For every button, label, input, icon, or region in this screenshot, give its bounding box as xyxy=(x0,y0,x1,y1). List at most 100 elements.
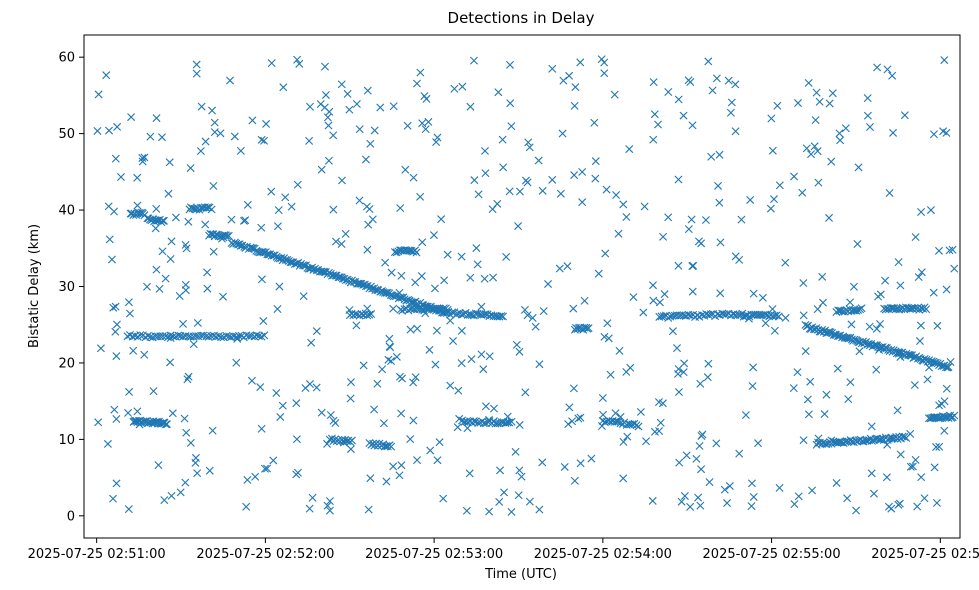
data-point xyxy=(673,344,681,353)
data-point xyxy=(402,296,411,305)
data-point xyxy=(435,438,444,447)
data-point xyxy=(675,458,684,467)
data-point xyxy=(695,441,704,450)
data-point xyxy=(480,274,489,283)
data-point xyxy=(477,302,486,311)
data-point xyxy=(836,136,845,145)
data-point xyxy=(257,332,266,341)
data-point xyxy=(363,245,372,254)
data-point xyxy=(770,326,779,335)
data-point xyxy=(152,216,161,225)
data-point xyxy=(822,390,831,399)
data-point xyxy=(413,324,422,333)
data-point xyxy=(366,139,375,148)
data-point xyxy=(515,187,524,196)
x-axis-label: Time (UTC) xyxy=(484,567,557,582)
data-point xyxy=(174,331,183,340)
data-point xyxy=(506,60,514,69)
data-point xyxy=(446,381,455,390)
data-point xyxy=(485,352,494,361)
data-point xyxy=(803,395,812,404)
data-point xyxy=(175,292,184,300)
data-point xyxy=(802,144,811,153)
data-point xyxy=(813,305,822,314)
data-point xyxy=(443,250,452,259)
data-point xyxy=(242,502,251,511)
data-point xyxy=(176,488,185,497)
data-point xyxy=(158,216,167,225)
data-point xyxy=(432,138,441,147)
data-point xyxy=(723,499,732,508)
data-point xyxy=(857,304,866,313)
data-point xyxy=(865,322,874,331)
data-point xyxy=(841,124,850,133)
data-point xyxy=(171,213,180,222)
data-point xyxy=(257,424,266,433)
data-point xyxy=(649,281,657,290)
data-point xyxy=(151,224,160,233)
data-point xyxy=(406,325,415,334)
data-point xyxy=(329,416,338,425)
data-point xyxy=(611,409,620,418)
data-point xyxy=(218,231,227,240)
data-point xyxy=(720,485,729,494)
data-point xyxy=(273,222,282,231)
data-point xyxy=(257,223,266,232)
data-point xyxy=(942,285,951,294)
data-point xyxy=(236,146,245,155)
data-point xyxy=(124,408,133,417)
data-point xyxy=(373,379,382,388)
data-point xyxy=(110,207,119,216)
data-point xyxy=(420,92,429,101)
data-point xyxy=(411,246,420,255)
data-point xyxy=(825,327,834,336)
data-point xyxy=(525,497,534,506)
data-point xyxy=(872,324,881,333)
data-point xyxy=(232,358,241,367)
data-point xyxy=(622,367,631,376)
data-point xyxy=(219,292,228,301)
data-point xyxy=(455,414,464,423)
data-point xyxy=(887,504,896,513)
data-point xyxy=(570,171,579,180)
y-tick-label: 40 xyxy=(58,204,75,219)
data-point xyxy=(825,213,834,222)
data-point xyxy=(832,478,841,487)
data-point xyxy=(152,204,161,213)
data-point xyxy=(94,418,103,427)
data-point xyxy=(450,84,459,93)
data-point xyxy=(576,459,585,468)
data-point xyxy=(136,331,145,340)
data-point xyxy=(569,304,578,313)
data-point xyxy=(364,220,373,229)
data-point xyxy=(135,420,144,429)
data-point xyxy=(701,216,710,225)
data-point xyxy=(741,411,750,420)
data-point xyxy=(167,237,176,246)
data-point xyxy=(481,402,490,411)
x-tick-label: 2025-07-25 02:51:00 xyxy=(28,547,166,562)
data-point xyxy=(715,198,724,207)
data-point xyxy=(392,352,401,361)
data-point xyxy=(497,312,506,320)
data-point xyxy=(346,445,355,454)
data-point xyxy=(768,146,777,155)
data-point xyxy=(512,340,521,349)
data-point xyxy=(781,313,790,322)
data-point xyxy=(208,106,217,115)
data-point xyxy=(425,345,434,354)
data-point xyxy=(935,401,944,410)
data-point xyxy=(382,477,391,486)
data-point xyxy=(154,461,163,470)
data-point xyxy=(923,375,932,384)
data-point xyxy=(531,322,540,331)
data-point xyxy=(363,304,372,313)
data-point xyxy=(507,122,516,131)
data-point xyxy=(208,426,217,435)
data-point xyxy=(591,157,600,166)
data-point xyxy=(214,332,223,341)
data-point xyxy=(804,410,813,419)
data-point xyxy=(398,374,407,383)
data-point xyxy=(658,399,667,408)
data-point xyxy=(934,414,943,423)
